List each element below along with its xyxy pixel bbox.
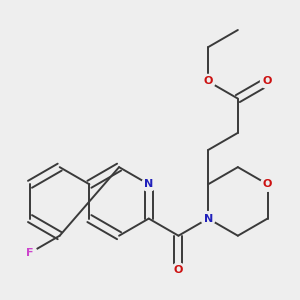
Text: N: N (144, 179, 153, 189)
Text: O: O (263, 76, 272, 86)
Text: F: F (26, 248, 34, 258)
Circle shape (201, 74, 215, 88)
Circle shape (142, 177, 156, 191)
Text: N: N (203, 214, 213, 224)
Circle shape (172, 263, 185, 277)
Text: O: O (174, 265, 183, 275)
Circle shape (201, 212, 215, 226)
Circle shape (23, 246, 37, 260)
Text: O: O (203, 76, 213, 86)
Circle shape (260, 74, 274, 88)
Circle shape (260, 177, 274, 191)
Text: O: O (263, 179, 272, 189)
